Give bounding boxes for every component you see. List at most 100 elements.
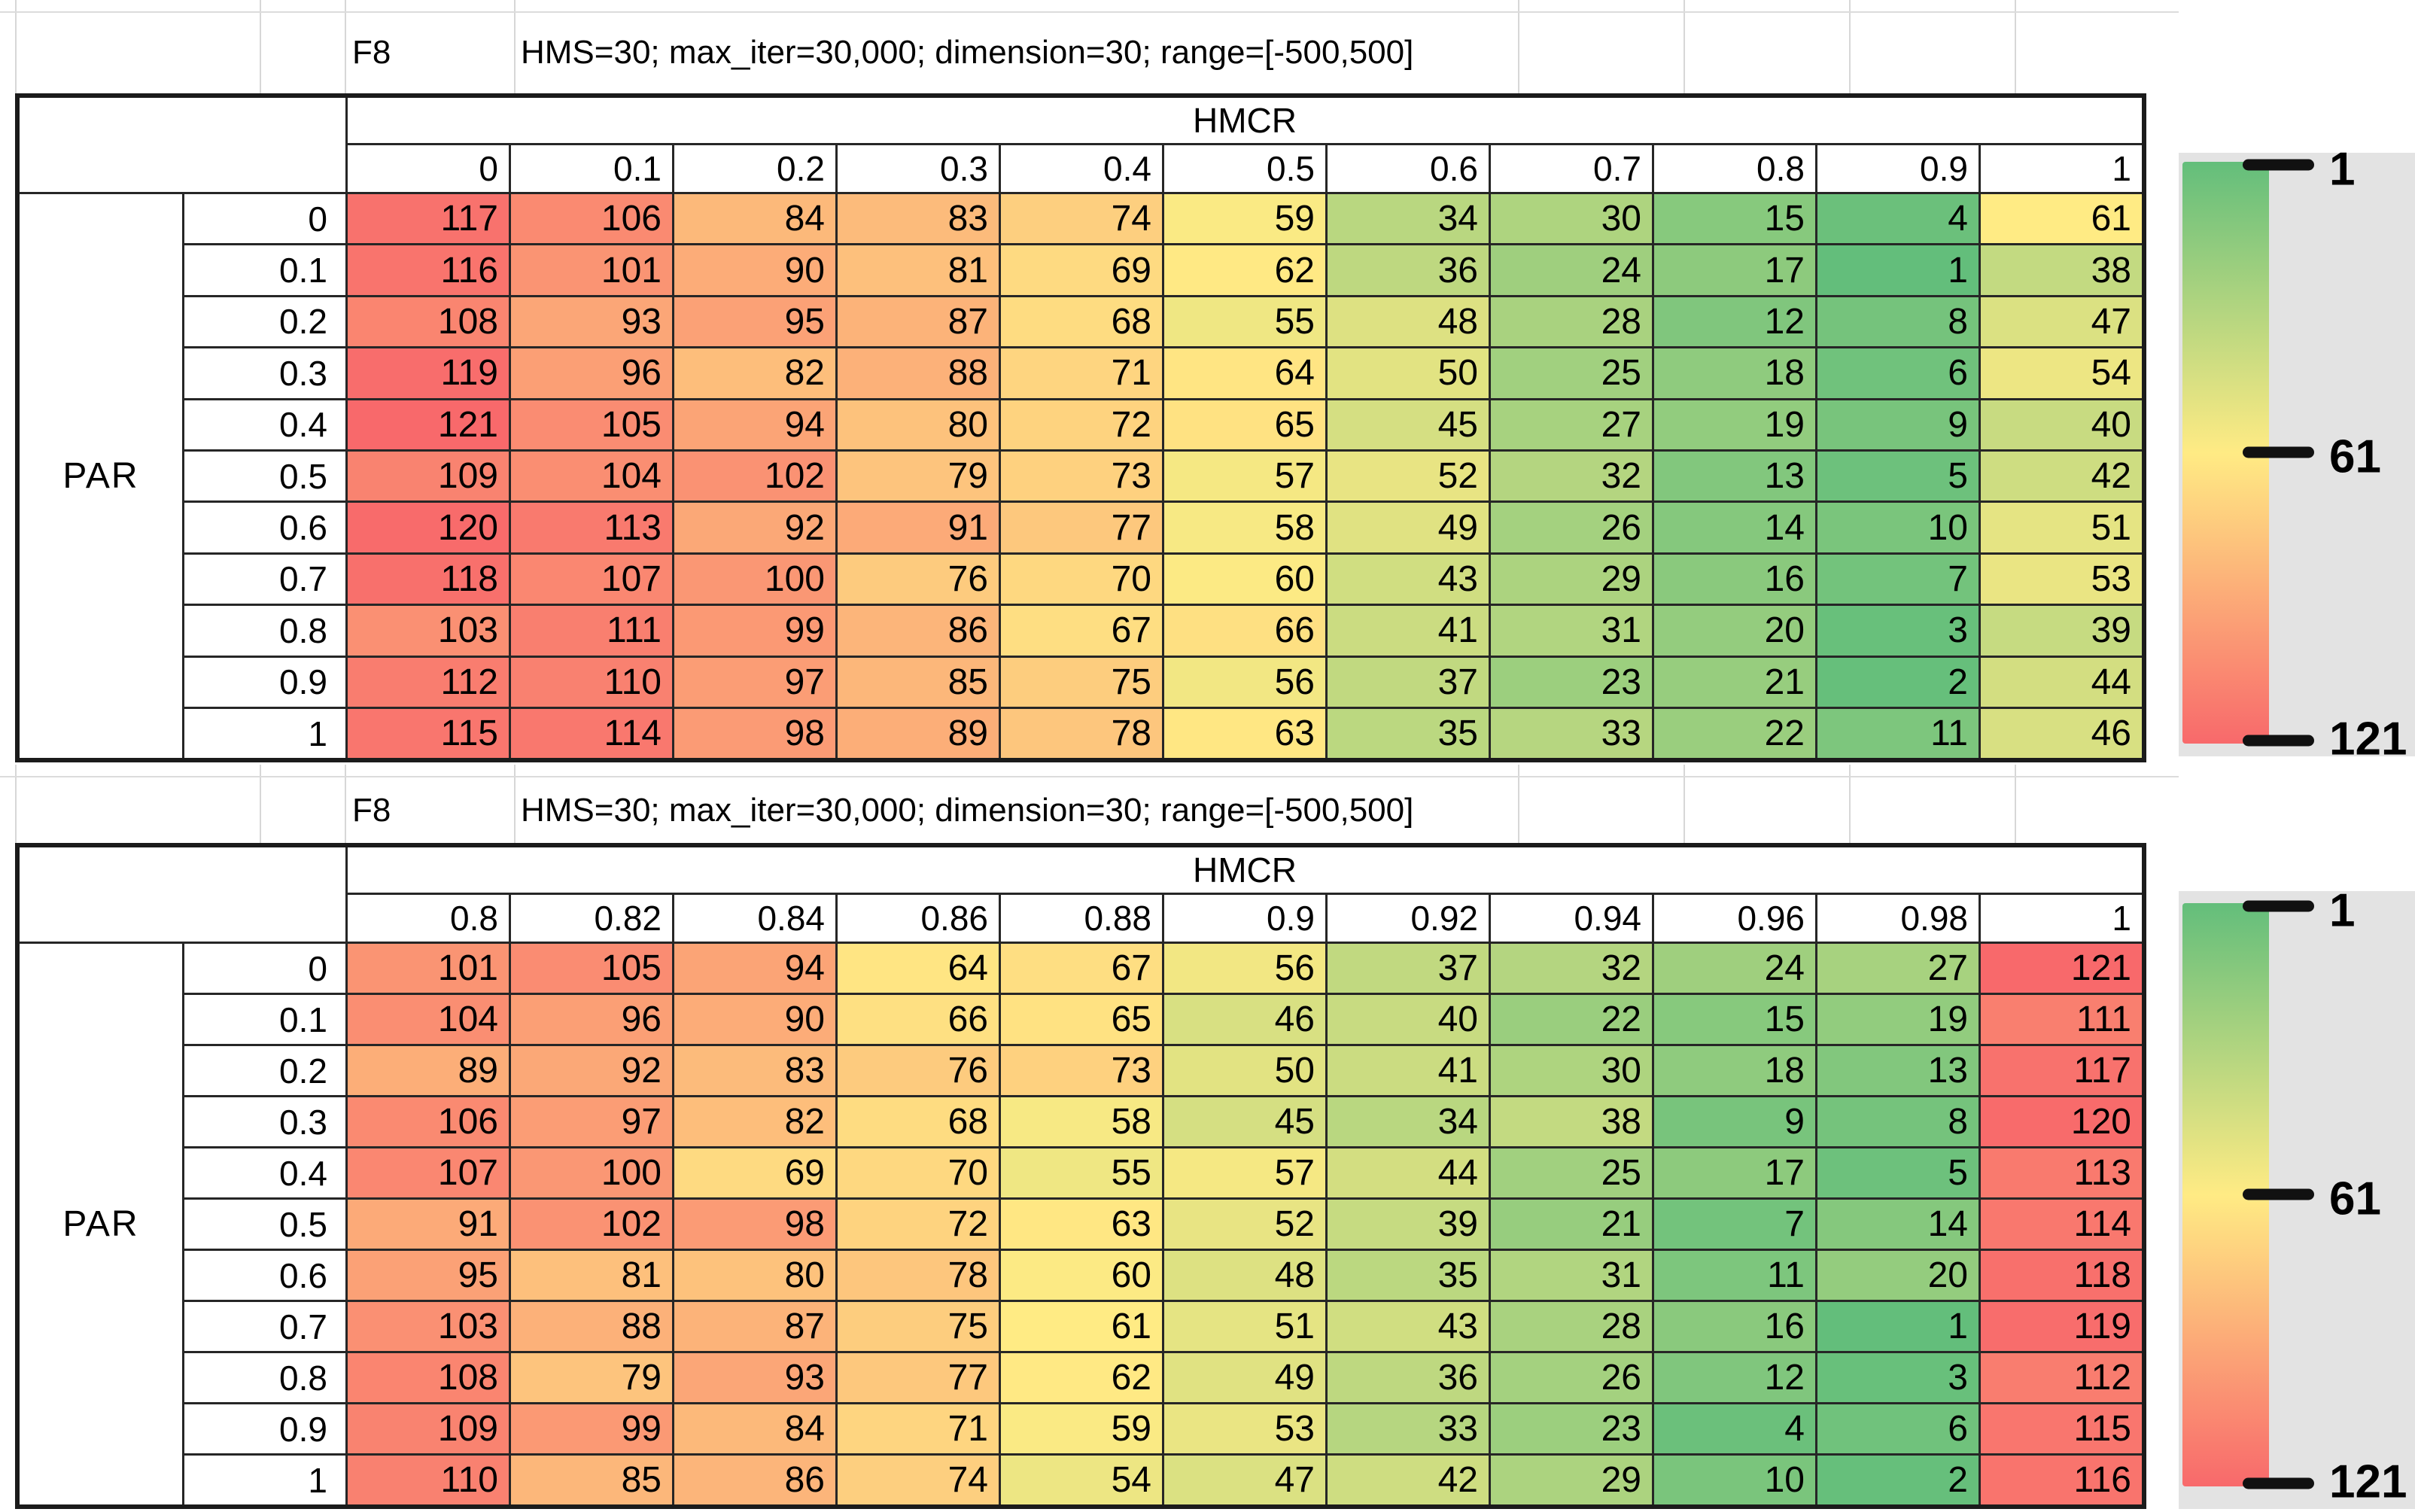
par-value-label: 0.2	[184, 297, 345, 347]
rank-cell: 50	[1328, 348, 1489, 398]
rank-cell: 83	[838, 194, 999, 244]
par-value-label: 0.1	[184, 995, 345, 1044]
blank-corner-cell	[20, 98, 345, 192]
legend-tick-label: 121	[2329, 1456, 2407, 1508]
rank-cell: 75	[838, 1302, 999, 1351]
rank-cell: 10	[1817, 503, 1979, 552]
hmcr-value-header: 0.86	[838, 895, 999, 942]
hmcr-value-header: 0.6	[1328, 145, 1489, 192]
par-value-label: 0.1	[184, 245, 345, 295]
heatmap-table-2: HMCR 0.8 0.82 0.84 0.86 0.88 0.9 0.92 0.94 0.96 0.…	[15, 843, 2146, 1509]
rank-cell: 15	[1654, 995, 1815, 1044]
hmcr-value-header: 0.5	[1164, 145, 1325, 192]
rank-cell: 47	[1164, 1456, 1325, 1504]
rank-cell: 55	[1164, 297, 1325, 347]
hmcr-value-header: 1	[1981, 145, 2142, 192]
rank-cell: 91	[348, 1200, 509, 1249]
rank-cell: 54	[1981, 348, 2142, 398]
rank-cell: 8	[1817, 1097, 1979, 1146]
par-value-label: 0.5	[184, 451, 345, 501]
rank-cell: 112	[1981, 1353, 2142, 1402]
rank-cell: 94	[674, 944, 835, 993]
hmcr-header: HMCR	[348, 847, 2142, 893]
rank-cell: 4	[1817, 194, 1979, 244]
rank-cell: 14	[1654, 503, 1815, 552]
rank-cell: 50	[1164, 1046, 1325, 1095]
rank-cell: 74	[838, 1456, 999, 1504]
rank-cell: 37	[1328, 657, 1489, 707]
par-value-label: 0.3	[184, 348, 345, 398]
rank-cell: 27	[1491, 400, 1652, 449]
par-value-label: 0.8	[184, 606, 345, 656]
par-value-label: 0.7	[184, 1302, 345, 1351]
rank-cell: 57	[1164, 451, 1325, 501]
rank-cell: 33	[1491, 708, 1652, 759]
rank-cell: 121	[1981, 944, 2142, 993]
rank-cell: 80	[838, 400, 999, 449]
rank-cell: 12	[1654, 297, 1815, 347]
rank-cell: 74	[1001, 194, 1162, 244]
rank-cell: 81	[838, 245, 999, 295]
blank-corner-cell	[20, 847, 345, 942]
rank-cell: 27	[1817, 944, 1979, 993]
rank-cell: 60	[1164, 554, 1325, 604]
rank-cell: 78	[1001, 708, 1162, 759]
rank-cell: 30	[1491, 1046, 1652, 1095]
rank-cell: 85	[838, 657, 999, 707]
rank-cell: 64	[838, 944, 999, 993]
spreadsheet-gridline	[0, 11, 2179, 13]
hmcr-value-header: 0.9	[1817, 145, 1979, 192]
rank-cell: 64	[1164, 348, 1325, 398]
rank-cell: 70	[1001, 554, 1162, 604]
rank-cell: 29	[1491, 554, 1652, 604]
spreadsheet-gridline	[1849, 0, 1851, 93]
rank-cell: 107	[511, 554, 672, 604]
hmcr-value-header: 0.94	[1491, 895, 1652, 942]
rank-cell: 31	[1491, 1251, 1652, 1300]
rank-cell: 13	[1817, 1046, 1979, 1095]
rank-cell: 22	[1654, 708, 1815, 759]
heatmap-table-1: HMCR 0 0.1 0.2 0.3 0.4 0.5 0.6 0.7 0.8 0.9 1 PAR 0 117…	[15, 93, 2146, 763]
legend-tick-mark	[2243, 735, 2314, 747]
rank-cell: 8	[1817, 297, 1979, 347]
par-value-label: 0.3	[184, 1097, 345, 1146]
rank-cell: 77	[1001, 503, 1162, 552]
rank-cell: 69	[1001, 245, 1162, 295]
legend-tick-label: 61	[2329, 1173, 2381, 1225]
spreadsheet-gridline	[514, 0, 516, 93]
rank-cell: 11	[1817, 708, 1979, 759]
rank-cell: 115	[1981, 1404, 2142, 1453]
par-value-label: 0	[184, 194, 345, 244]
spreadsheet-gridline	[2015, 765, 2016, 843]
rank-cell: 52	[1164, 1200, 1325, 1249]
rank-cell: 121	[348, 400, 509, 449]
rank-cell: 49	[1164, 1353, 1325, 1402]
rank-cell: 20	[1817, 1251, 1979, 1300]
rank-cell: 89	[838, 708, 999, 759]
par-value-label: 0.6	[184, 1251, 345, 1300]
rank-cell: 65	[1164, 400, 1325, 449]
rank-cell: 118	[1981, 1251, 2142, 1300]
legend-tick-mark	[2243, 1477, 2314, 1489]
hmcr-value-header: 0.84	[674, 895, 835, 942]
rank-cell: 87	[674, 1302, 835, 1351]
rank-cell: 111	[1981, 995, 2142, 1044]
rank-cell: 76	[838, 554, 999, 604]
legend-tick-label: 61	[2329, 430, 2381, 483]
rank-cell: 5	[1817, 1148, 1979, 1197]
spreadsheet-gridline	[260, 0, 261, 93]
rank-cell: 56	[1164, 944, 1325, 993]
rank-cell: 29	[1491, 1456, 1652, 1504]
rank-cell: 118	[348, 554, 509, 604]
rank-cell: 81	[511, 1251, 672, 1300]
rank-cell: 53	[1981, 554, 2142, 604]
hmcr-value-header: 0.3	[838, 145, 999, 192]
rank-cell: 92	[674, 503, 835, 552]
rank-cell: 9	[1654, 1097, 1815, 1146]
rank-cell: 10	[1654, 1456, 1815, 1504]
rank-cell: 16	[1654, 554, 1815, 604]
rank-cell: 117	[1981, 1046, 2142, 1095]
par-value-label: 0.9	[184, 1404, 345, 1453]
rank-cell: 2	[1817, 1456, 1979, 1504]
